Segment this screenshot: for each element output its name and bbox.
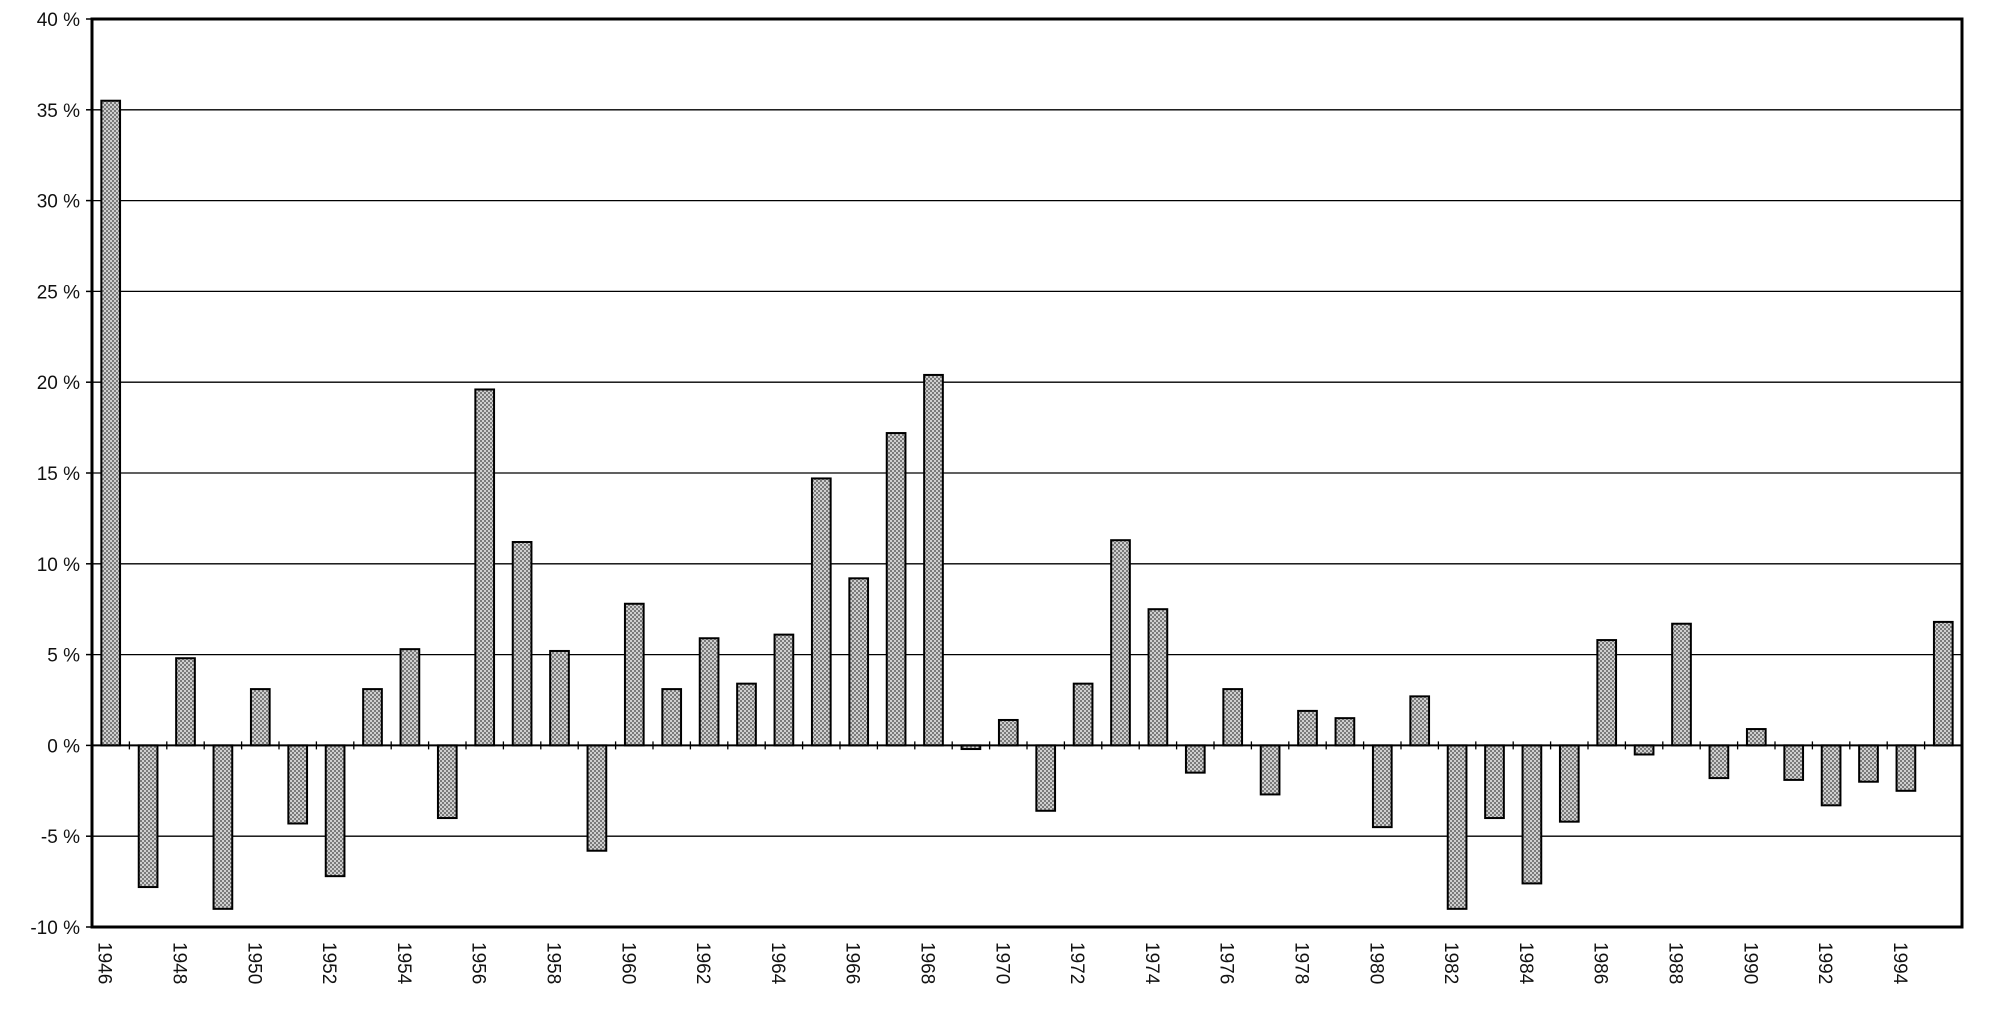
bar-1981 bbox=[1409, 695, 1431, 747]
bar-1960 bbox=[623, 602, 645, 747]
bar-1989 bbox=[1708, 744, 1730, 780]
x-tick-label: 1966 bbox=[842, 942, 863, 984]
x-tick-label: 1960 bbox=[617, 942, 638, 984]
y-tick-labels: -10 % -5 % 0 % 5 % 10 % 15 % 20 % 25 % 30 % 35 % 4… bbox=[30, 10, 80, 939]
y-tick-label: 0 % bbox=[47, 736, 80, 757]
y-tick-label: 10 % bbox=[37, 555, 80, 576]
bar-1955 bbox=[436, 744, 458, 820]
bar-1983 bbox=[1484, 744, 1505, 820]
bar-1949 bbox=[212, 744, 234, 910]
x-tick-label: 1956 bbox=[468, 942, 489, 984]
y-tick-label: 20 % bbox=[37, 373, 80, 394]
bar-1972 bbox=[1072, 682, 1094, 747]
x-tick-label: 1946 bbox=[94, 942, 115, 984]
x-tick-label: 1992 bbox=[1814, 942, 1835, 984]
axes bbox=[86, 17, 1964, 929]
x-tick-label: 1954 bbox=[393, 942, 414, 985]
bar-1953 bbox=[362, 688, 383, 747]
x-tick-label: 1950 bbox=[243, 942, 264, 984]
bar-1974 bbox=[1147, 608, 1169, 747]
x-tick-label: 1958 bbox=[542, 942, 563, 984]
x-tick-label: 1962 bbox=[692, 942, 713, 984]
gridlines bbox=[92, 18, 1962, 928]
bars bbox=[100, 99, 1954, 910]
bar-1961 bbox=[661, 688, 683, 747]
bar-1991 bbox=[1783, 744, 1805, 781]
x-tick-label: 1968 bbox=[916, 942, 937, 984]
x-tick-label: 1986 bbox=[1590, 942, 1611, 984]
bar-1973 bbox=[1110, 539, 1131, 747]
bar-1982 bbox=[1446, 744, 1468, 910]
bar-1952 bbox=[324, 744, 346, 878]
x-tick-label: 1964 bbox=[767, 942, 788, 985]
bar-1994 bbox=[1895, 744, 1917, 792]
bar-1977 bbox=[1259, 744, 1281, 796]
x-tick-label: 1978 bbox=[1290, 942, 1311, 984]
y-tick-label: -5 % bbox=[41, 827, 80, 848]
plot-frame bbox=[90, 17, 1964, 929]
y-tick-label: 25 % bbox=[37, 282, 80, 303]
bar-1978 bbox=[1297, 709, 1318, 747]
bar-1980 bbox=[1371, 744, 1393, 829]
x-tick-label: 1970 bbox=[991, 942, 1012, 984]
bar-1965 bbox=[810, 477, 832, 747]
bar-1967 bbox=[885, 432, 907, 747]
bar-1954 bbox=[399, 648, 421, 747]
bar-1984 bbox=[1521, 744, 1543, 885]
x-tick-label: 1980 bbox=[1365, 942, 1386, 984]
y-tick-label: 35 % bbox=[37, 101, 80, 122]
bar-1966 bbox=[848, 577, 870, 747]
x-tick-label: 1982 bbox=[1440, 942, 1461, 984]
x-tick-label: 1952 bbox=[318, 942, 339, 984]
bar-1956 bbox=[474, 388, 496, 747]
y-tick-label: -10 % bbox=[30, 918, 80, 939]
bar-1963 bbox=[736, 682, 757, 747]
bar-1975 bbox=[1184, 744, 1206, 774]
bar-1946 bbox=[100, 99, 122, 747]
y-tick-label: 40 % bbox=[37, 10, 80, 31]
bar-1985 bbox=[1558, 744, 1580, 823]
x-tick-label: 1990 bbox=[1739, 942, 1760, 984]
bar-1988 bbox=[1671, 622, 1692, 747]
x-tick-label: 1948 bbox=[168, 942, 189, 984]
bar-1976 bbox=[1222, 688, 1244, 747]
bar-1993 bbox=[1858, 744, 1879, 783]
y-tick-label: 30 % bbox=[37, 192, 80, 213]
bar-1995 bbox=[1932, 620, 1954, 747]
bar-1957 bbox=[511, 541, 533, 747]
x-tick-label: 1994 bbox=[1889, 942, 1910, 985]
y-tick-label: 15 % bbox=[37, 464, 80, 485]
bar-1987 bbox=[1633, 744, 1655, 756]
x-tick-label: 1972 bbox=[1066, 942, 1087, 984]
bar-1948 bbox=[175, 657, 196, 747]
bar-1968 bbox=[923, 373, 944, 747]
bar-1962 bbox=[698, 637, 720, 747]
bar-1979 bbox=[1334, 717, 1356, 747]
bar-1959 bbox=[586, 744, 608, 852]
bar-1986 bbox=[1596, 639, 1618, 747]
y-tick-label: 5 % bbox=[47, 646, 80, 667]
x-tick-labels: 1946 1948 1950 1952 1954 1956 1958 1960 1962 1964… bbox=[94, 942, 1910, 985]
x-tick-label: 1976 bbox=[1216, 942, 1237, 984]
x-tick-label: 1974 bbox=[1141, 942, 1162, 985]
bar-1958 bbox=[549, 649, 570, 747]
bar-1990 bbox=[1745, 728, 1767, 747]
bar-1992 bbox=[1820, 744, 1842, 807]
x-tick-label: 1984 bbox=[1515, 942, 1536, 985]
bar-1947 bbox=[137, 744, 159, 889]
bar-1971 bbox=[1035, 744, 1057, 812]
bar-1951 bbox=[287, 744, 309, 825]
bar-1964 bbox=[773, 633, 795, 747]
bar-1970 bbox=[997, 718, 1019, 747]
x-tick-label: 1988 bbox=[1664, 942, 1685, 984]
bar-1950 bbox=[249, 688, 271, 747]
